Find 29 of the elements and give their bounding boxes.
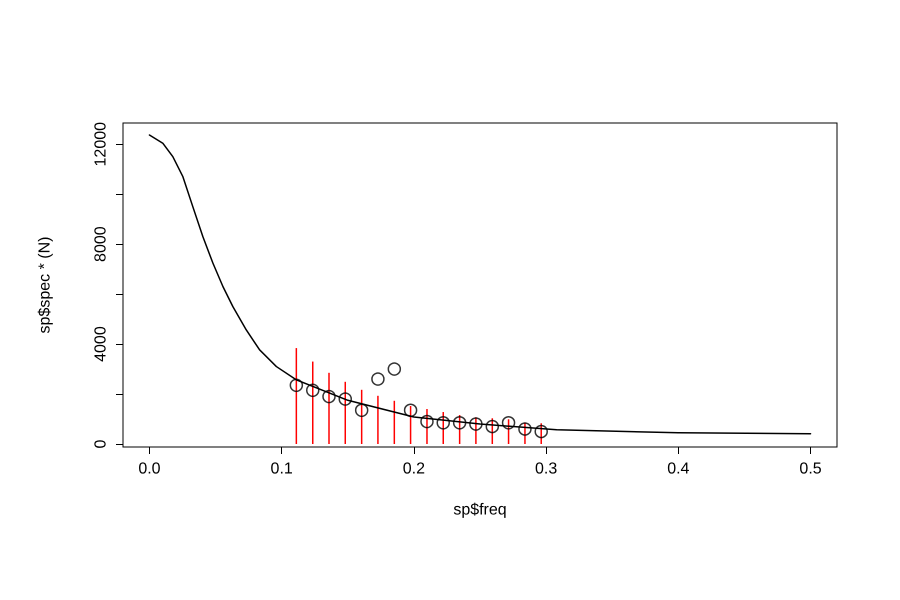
x-axis-title: sp$freq bbox=[453, 502, 507, 518]
point bbox=[388, 362, 402, 376]
point bbox=[452, 416, 466, 430]
x-tick-label: 0.4 bbox=[667, 460, 690, 478]
point bbox=[306, 384, 320, 398]
point bbox=[290, 378, 304, 392]
point bbox=[420, 414, 434, 428]
y-tick-label: 8000 bbox=[92, 226, 110, 262]
point bbox=[518, 422, 532, 436]
point bbox=[322, 390, 336, 404]
point bbox=[338, 392, 352, 406]
y-tick-label: 4000 bbox=[92, 326, 110, 362]
point bbox=[534, 424, 548, 438]
x-tick-label: 0.0 bbox=[138, 460, 161, 478]
x-tick-label: 0.1 bbox=[270, 460, 293, 478]
point bbox=[404, 404, 418, 418]
point bbox=[502, 416, 516, 430]
x-tick-label: 0.5 bbox=[799, 460, 822, 478]
y-axis-title: sp$spec * (N) bbox=[36, 236, 54, 334]
x-tick-label: 0.2 bbox=[402, 460, 426, 478]
line-series bbox=[148, 134, 812, 435]
point bbox=[486, 420, 500, 434]
point bbox=[371, 372, 385, 386]
point bbox=[469, 417, 483, 431]
y-tick-label: 0 bbox=[92, 439, 110, 448]
point bbox=[354, 404, 368, 418]
y-tick-label: 12000 bbox=[92, 122, 110, 166]
x-tick-label: 0.3 bbox=[534, 460, 558, 478]
point bbox=[436, 416, 450, 430]
